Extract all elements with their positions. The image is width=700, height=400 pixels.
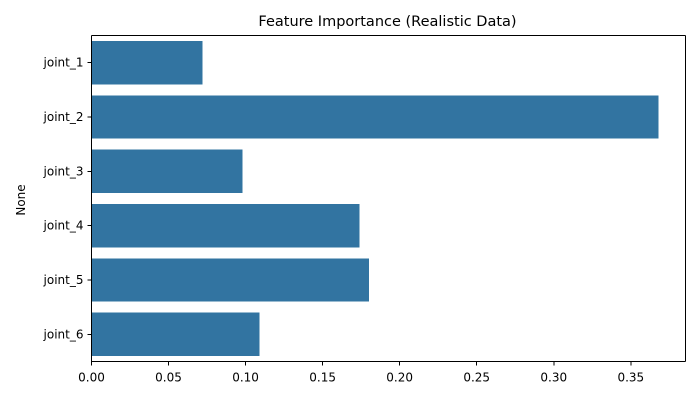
bar-joint_1 (91, 40, 203, 85)
y-tick-label-joint_1: joint_1 (43, 56, 84, 70)
y-axis-label: None (14, 184, 28, 215)
bar-joint_5 (91, 258, 369, 302)
bar-joint_3 (91, 149, 243, 194)
x-tick-label: 0.25 (463, 371, 490, 385)
x-tick-label: 0.00 (78, 371, 105, 385)
bar-joint_2 (91, 95, 659, 139)
x-tick-label: 0.10 (232, 371, 259, 385)
y-tick-label-joint_2: joint_2 (43, 110, 84, 124)
x-tick-label: 0.30 (540, 371, 567, 385)
x-tick-label: 0.20 (386, 371, 413, 385)
x-tick-label: 0.05 (155, 371, 182, 385)
bar-joint_4 (91, 203, 360, 248)
x-tick-label: 0.35 (617, 371, 644, 385)
x-tick-label: 0.15 (309, 371, 336, 385)
bar-joint_6 (91, 312, 260, 357)
y-tick-label-joint_5: joint_5 (43, 273, 84, 287)
x-ticks-group: 0.00 0.05 0.10 0.15 0.20 0.25 0.30 0.35 (78, 361, 644, 385)
y-tick-label-joint_3: joint_3 (43, 164, 84, 178)
y-ticks-group: joint_1 joint_2 joint_3 joint_4 joint_5joint… (43, 56, 92, 341)
y-tick-label-joint_6: joint_6 (43, 327, 84, 341)
chart-title: Feature Importance (Realistic Data) (258, 14, 516, 30)
y-tick-label-joint_4: joint_4 (43, 219, 84, 233)
bars-group (91, 40, 659, 357)
